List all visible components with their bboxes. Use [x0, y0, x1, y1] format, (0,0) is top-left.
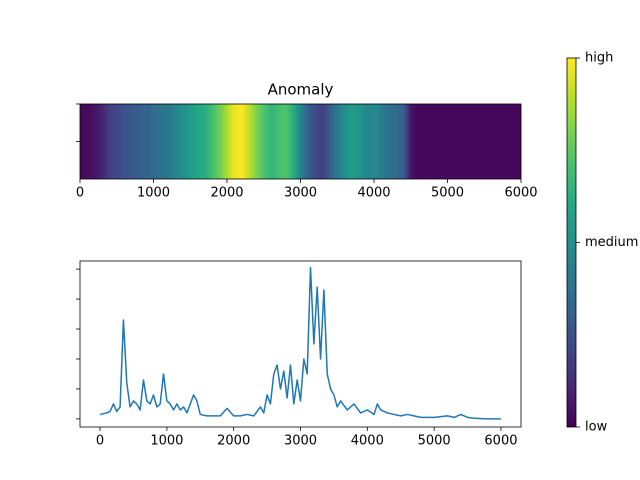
heat-cell: [80, 104, 85, 179]
heat-cell: [215, 104, 224, 179]
colorbar-tick-label: medium: [585, 235, 638, 250]
heat-cell: [113, 104, 122, 179]
axes-frame: [79, 260, 522, 428]
x-tick-label: 4000: [357, 186, 390, 201]
heat-cell: [186, 104, 195, 179]
heat-cell: [436, 104, 445, 179]
heat-cell: [223, 104, 232, 179]
heat-cell: [487, 104, 496, 179]
heat-cell: [252, 104, 261, 179]
heat-cell: [201, 104, 210, 179]
colorbar: [566, 57, 577, 428]
x-tick-label: 3000: [284, 434, 317, 449]
heatmap: [80, 104, 521, 179]
data-line: [99, 266, 501, 420]
heat-cell: [157, 104, 166, 179]
heat-cell: [267, 104, 276, 179]
heat-cell: [517, 104, 521, 179]
x-tick-label: 0: [76, 186, 84, 201]
heat-cell: [91, 104, 99, 179]
heat-cell: [193, 104, 202, 179]
x-tick-label: 1000: [137, 186, 170, 201]
x-tick-label: 2000: [217, 434, 250, 449]
heat-cell: [421, 104, 430, 179]
colorbar-tick-label: high: [585, 51, 613, 66]
heat-cell: [289, 104, 298, 179]
colorbar-tick-label: low: [585, 420, 608, 435]
x-tick-label: 2000: [210, 186, 243, 201]
heat-cell: [362, 104, 371, 179]
heat-cell: [407, 104, 416, 179]
heat-cell: [164, 104, 173, 179]
heat-cell: [83, 104, 92, 179]
heat-cell: [340, 104, 349, 179]
heat-cell: [311, 104, 320, 179]
chart-title: Anomaly: [268, 81, 334, 99]
heat-cell: [304, 104, 313, 179]
heat-cell: [245, 104, 254, 179]
heat-cell: [370, 104, 379, 179]
heat-cell: [179, 104, 188, 179]
heat-cell: [282, 104, 291, 179]
x-tick-label: 6000: [504, 186, 537, 201]
heat-cell: [473, 104, 482, 179]
heat-cell: [458, 104, 467, 179]
heat-cell: [326, 104, 335, 179]
heat-cell: [429, 104, 438, 179]
heat-cell: [127, 104, 136, 179]
heat-cell: [414, 104, 423, 179]
x-tick-label: 6000: [484, 434, 517, 449]
heat-cell: [348, 104, 357, 179]
heat-cell: [392, 104, 401, 179]
x-tick-label: 4000: [351, 434, 384, 449]
heat-cell: [333, 104, 342, 179]
heat-cell: [318, 104, 327, 179]
x-tick-label: 5000: [431, 186, 464, 201]
heat-cell: [355, 104, 364, 179]
heat-cell: [135, 104, 144, 179]
heat-cell: [495, 104, 504, 179]
heat-cell: [230, 104, 239, 179]
heat-cell: [98, 104, 107, 179]
heat-cell: [502, 104, 511, 179]
heat-cell: [238, 104, 246, 179]
heat-cell: [274, 104, 283, 179]
heat-cell: [385, 104, 393, 179]
heat-cell: [171, 104, 180, 179]
heat-cell: [260, 104, 269, 179]
heat-cell: [120, 104, 129, 179]
x-tick-label: 5000: [418, 434, 451, 449]
heat-cell: [465, 104, 474, 179]
x-tick-label: 3000: [284, 186, 317, 201]
heat-cell: [509, 104, 518, 179]
heat-cell: [377, 104, 386, 179]
heat-cell: [451, 104, 460, 179]
heat-cell: [443, 104, 452, 179]
heat-cell: [296, 104, 305, 179]
x-tick-label: 0: [96, 434, 104, 449]
heat-cell: [149, 104, 158, 179]
heat-cell: [208, 104, 217, 179]
heat-cell: [105, 104, 114, 179]
heat-cell: [142, 104, 151, 179]
heat-cell: [399, 104, 408, 179]
heat-cell: [480, 104, 489, 179]
x-tick-label: 1000: [150, 434, 183, 449]
